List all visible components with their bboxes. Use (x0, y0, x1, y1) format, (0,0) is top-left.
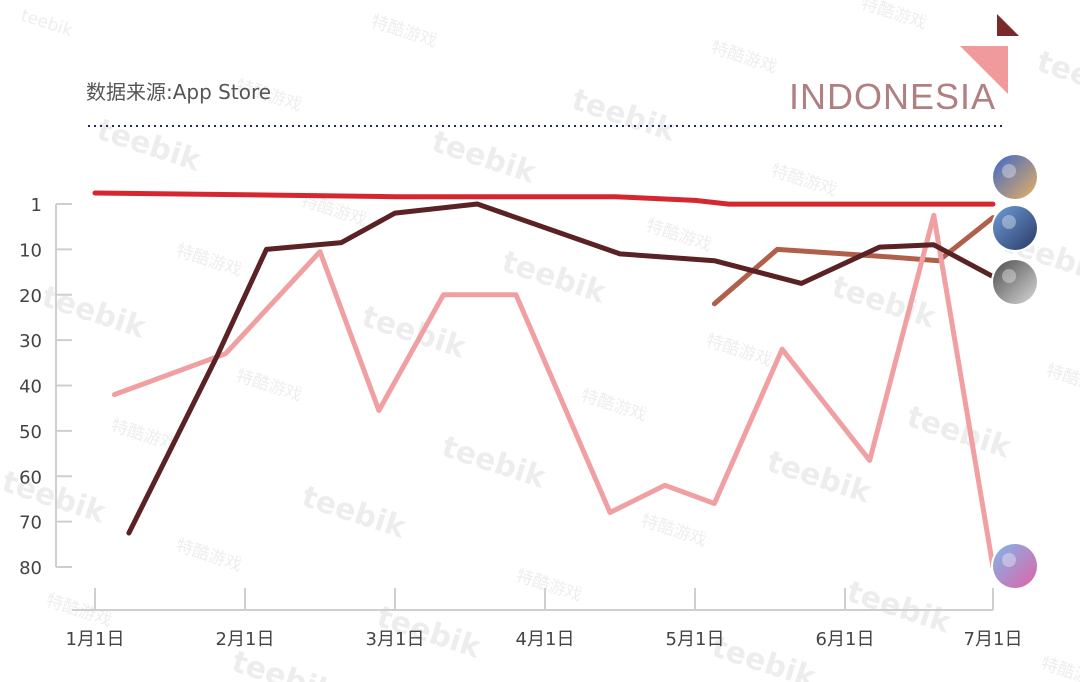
watermark-text: 特酷游戏 (1038, 654, 1080, 682)
axes: 1 10 20 30 40 50 60 70 80 1月1日 2月1日 3月1日 4月1日 5月1日 6月1… (19, 195, 1022, 650)
y-tick-label: 20 (19, 286, 42, 307)
watermark-text: 特酷游戏 (858, 0, 929, 34)
game-icon-4 (991, 542, 1039, 590)
series-line (92, 190, 996, 207)
watermark-text: 特酷游戏 (173, 241, 244, 281)
watermark-text: teebik (18, 6, 75, 41)
watermark-text: teebik (93, 112, 206, 179)
watermark-text: teebik (828, 269, 941, 336)
x-tick-label: 5月1日 (666, 629, 725, 650)
watermark-text: teebik (428, 124, 541, 191)
icon-highlight (1002, 215, 1016, 229)
watermark-text: teebik (38, 279, 151, 346)
watermark-text: 特酷游戏 (703, 331, 774, 371)
watermark-text: 特酷游戏 (768, 161, 839, 201)
corner-triangle-dark (997, 14, 1019, 36)
y-tick-label: 30 (19, 331, 42, 352)
icon-face (993, 155, 1037, 199)
watermark-text: 特酷游戏 (173, 536, 244, 576)
watermark-text: 特酷游戏 (1043, 361, 1080, 401)
watermark-text: teebik (708, 629, 821, 682)
watermark-text: teebik (298, 479, 411, 546)
series-line (111, 212, 996, 570)
watermark-text: teebik (1033, 44, 1080, 111)
icon-face (993, 544, 1037, 588)
game-icon-1 (991, 153, 1039, 201)
series-line (711, 215, 996, 307)
icon-highlight (1002, 553, 1016, 567)
x-tick-label: 4月1日 (516, 629, 575, 650)
x-tick-label: 7月1日 (964, 629, 1023, 650)
y-tick-label: 60 (19, 467, 42, 488)
region-title: INDONESIA (788, 76, 996, 117)
watermark-text: 特酷游戏 (638, 511, 709, 551)
icon-face (993, 206, 1037, 250)
icon-highlight (1002, 269, 1016, 283)
game-icon-2 (991, 204, 1039, 252)
corner-triangles (960, 14, 1019, 94)
watermark-text: 特酷游戏 (513, 566, 584, 606)
game-icon-3 (991, 258, 1039, 306)
watermark-text: 特酷游戏 (643, 216, 714, 256)
data-source-label: 数据来源:App Store (86, 80, 272, 104)
icon-face (993, 260, 1037, 304)
watermark-text: 特酷游戏 (233, 366, 304, 406)
series-layer (92, 190, 996, 570)
watermark-text: teebik (438, 429, 551, 496)
y-tick-label: 1 (31, 195, 42, 216)
watermark-text: 特酷游戏 (578, 386, 649, 426)
y-tick-label: 40 (19, 377, 42, 398)
x-tick-label: 3月1日 (366, 629, 425, 650)
y-tick-label: 70 (19, 513, 42, 534)
watermark-text: 特酷游戏 (368, 12, 439, 52)
y-tick-label: 50 (19, 422, 42, 443)
y-tick-label: 10 (19, 240, 42, 261)
watermark-text: teebik (568, 82, 681, 149)
watermark-text: teebik (358, 299, 471, 366)
icon-highlight (1002, 164, 1016, 178)
watermark-text: 特酷游戏 (708, 38, 779, 78)
watermark-text: teebik (763, 444, 876, 511)
y-tick-label: 80 (19, 558, 42, 579)
corner-triangle-light (960, 46, 1008, 94)
watermark-text: teebik (903, 399, 1016, 466)
x-tick-label: 1月1日 (66, 629, 125, 650)
series-line (126, 201, 996, 536)
watermark-text: teebik (498, 244, 611, 311)
icon-layer (991, 153, 1039, 590)
x-tick-label: 6月1日 (816, 629, 875, 650)
x-tick-label: 2月1日 (216, 629, 275, 650)
